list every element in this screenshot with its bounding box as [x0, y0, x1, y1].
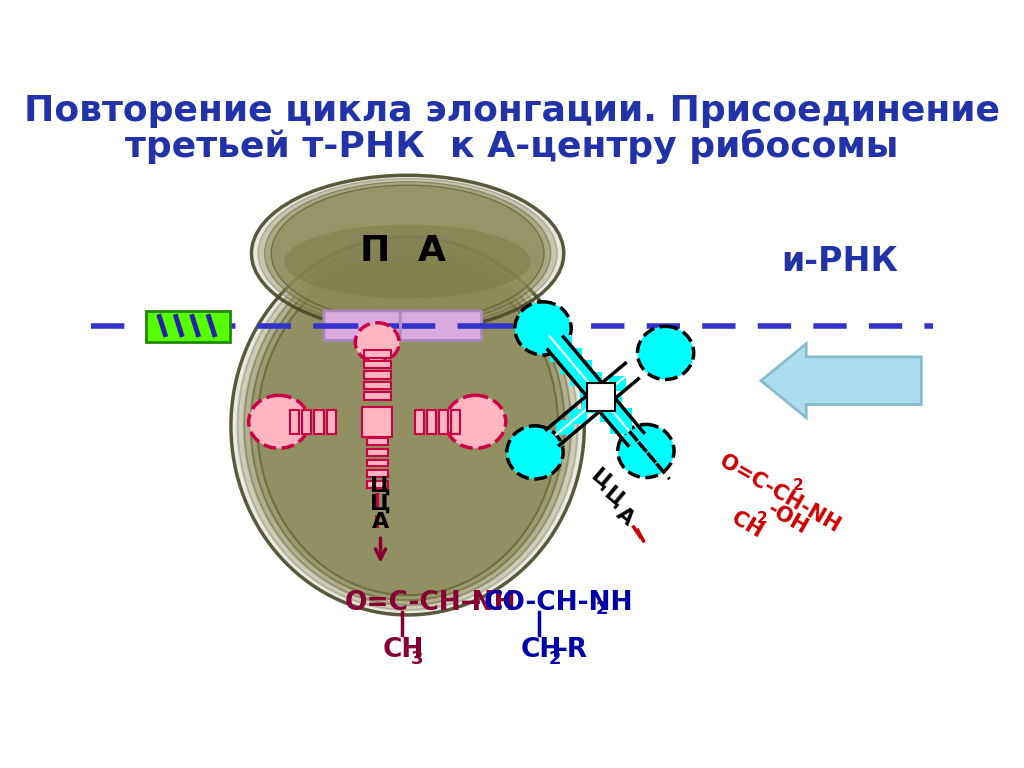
- Bar: [364, 382, 391, 389]
- Bar: [362, 407, 392, 437]
- Text: -R: -R: [556, 637, 588, 664]
- Polygon shape: [590, 384, 611, 410]
- Bar: [367, 481, 388, 488]
- Bar: [367, 470, 388, 477]
- Bar: [364, 371, 391, 379]
- Bar: [364, 350, 391, 358]
- Text: третьей т-РНК  к А-центру рибосомы: третьей т-РНК к А-центру рибосомы: [125, 129, 899, 164]
- Text: O=C-CH-NH: O=C-CH-NH: [716, 452, 844, 537]
- Text: 2: 2: [548, 650, 561, 667]
- Text: O=C-CH-NH: O=C-CH-NH: [344, 590, 516, 616]
- Bar: [427, 409, 436, 434]
- Polygon shape: [569, 360, 592, 386]
- Ellipse shape: [258, 178, 557, 328]
- Ellipse shape: [271, 185, 544, 322]
- Polygon shape: [559, 348, 582, 375]
- FancyBboxPatch shape: [324, 311, 401, 340]
- Ellipse shape: [252, 175, 564, 332]
- Text: Ц: Ц: [587, 465, 614, 493]
- FancyArrow shape: [761, 344, 922, 418]
- Text: Ц: Ц: [371, 476, 391, 496]
- Polygon shape: [583, 398, 600, 412]
- Bar: [587, 383, 614, 411]
- Bar: [314, 409, 324, 434]
- Text: 2: 2: [596, 601, 608, 618]
- Text: А: А: [612, 504, 638, 529]
- Bar: [367, 439, 388, 445]
- Text: 2: 2: [757, 511, 768, 526]
- Text: А: А: [372, 512, 389, 532]
- Text: -OH: -OH: [764, 499, 811, 538]
- Ellipse shape: [249, 396, 309, 449]
- Ellipse shape: [515, 302, 571, 355]
- Text: П: П: [359, 234, 390, 268]
- Ellipse shape: [445, 396, 506, 449]
- Ellipse shape: [264, 182, 551, 325]
- Text: А: А: [418, 234, 446, 268]
- Text: CH: CH: [383, 637, 424, 664]
- Ellipse shape: [244, 247, 571, 605]
- Text: Ц: Ц: [371, 494, 391, 514]
- Bar: [452, 409, 461, 434]
- Polygon shape: [556, 420, 573, 435]
- Polygon shape: [580, 372, 602, 399]
- Text: CH: CH: [520, 637, 561, 664]
- Polygon shape: [595, 386, 613, 402]
- Ellipse shape: [251, 252, 564, 600]
- Bar: [367, 449, 388, 456]
- Text: 3: 3: [411, 650, 423, 667]
- Bar: [367, 459, 388, 466]
- Ellipse shape: [638, 326, 693, 379]
- Polygon shape: [569, 409, 587, 424]
- Ellipse shape: [231, 237, 585, 615]
- Ellipse shape: [507, 425, 563, 479]
- Ellipse shape: [617, 425, 674, 478]
- Text: Ц: Ц: [600, 484, 628, 511]
- Polygon shape: [610, 408, 632, 434]
- Text: 2: 2: [793, 478, 803, 493]
- FancyBboxPatch shape: [400, 311, 481, 340]
- Polygon shape: [600, 396, 622, 422]
- Bar: [302, 409, 311, 434]
- Text: Повторение цикла элонгации. Присоединение: Повторение цикла элонгации. Присоединени…: [24, 94, 1000, 128]
- Text: CH: CH: [728, 508, 766, 541]
- Ellipse shape: [238, 242, 578, 610]
- Polygon shape: [608, 376, 627, 391]
- Bar: [290, 409, 299, 434]
- Ellipse shape: [285, 224, 530, 299]
- Bar: [415, 409, 424, 434]
- Ellipse shape: [355, 323, 399, 362]
- FancyBboxPatch shape: [146, 311, 230, 342]
- Text: –: –: [460, 590, 490, 616]
- Polygon shape: [550, 336, 571, 362]
- Bar: [364, 392, 391, 400]
- Bar: [327, 409, 336, 434]
- Text: CO-CH-NH: CO-CH-NH: [484, 590, 634, 616]
- Bar: [364, 360, 391, 368]
- Ellipse shape: [257, 257, 558, 595]
- Text: и-РНК: и-РНК: [781, 245, 898, 278]
- Bar: [439, 409, 449, 434]
